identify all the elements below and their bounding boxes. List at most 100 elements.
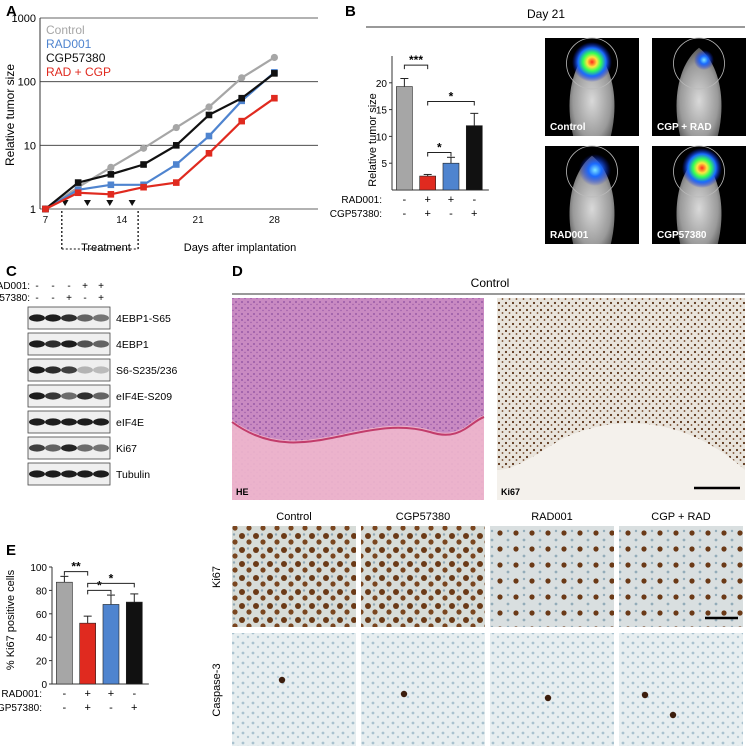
mouse-image: CGP + RAD	[652, 37, 746, 136]
panel-e-sig-mark: **	[71, 560, 81, 574]
blot-rad-sign: +	[98, 281, 104, 292]
mouse-image-label: CGP + RAD	[657, 122, 712, 133]
legend-entry: RAD + CGP	[46, 65, 111, 79]
panel-b-cgp-sign: -	[403, 208, 407, 220]
western-blot: RAD001:CGP57380:-----++-++4EBP1-S654EBP1…	[0, 281, 177, 486]
panel-b-row-label-rad: RAD001:	[341, 195, 382, 206]
panel-a-xtick-label: 7	[43, 215, 49, 226]
panel-e-cgp-sign: +	[131, 702, 137, 714]
blot-band	[61, 314, 77, 322]
panel-e-sig-bracket	[87, 582, 135, 588]
data-point	[205, 132, 213, 140]
blot-band-label: Tubulin	[116, 469, 150, 481]
panel-e-ytick-label: 40	[36, 633, 48, 644]
panel-b-rad-sign: +	[448, 194, 454, 206]
mouse-image-label: CGP57380	[657, 230, 707, 241]
legend-entry: CGP57380	[46, 51, 106, 65]
panel-e-cgp-sign: +	[84, 702, 90, 714]
caspase3-positive-cell	[544, 694, 552, 702]
blot-band	[29, 366, 45, 374]
blot-band	[61, 418, 77, 426]
blot-band-label: 4EBP1	[116, 339, 149, 351]
blot-band	[93, 444, 109, 452]
mouse-image-label: RAD001	[550, 230, 589, 241]
panel-a-ytick-label: 1000	[12, 13, 36, 25]
panel-a-ytick-label: 10	[24, 140, 36, 152]
panel-b-sig-bracket	[403, 64, 429, 70]
histology-row-label: Ki67	[211, 566, 223, 588]
panel-letter-e: E	[6, 542, 16, 559]
data-point	[42, 205, 49, 213]
data-point	[271, 94, 278, 102]
histology-column-label: CGP + RAD	[651, 511, 710, 523]
treatment-marker	[83, 200, 91, 206]
panel-a-xtick-label: 28	[269, 215, 281, 226]
panel-b-bar	[442, 162, 460, 191]
blot-band	[61, 392, 77, 400]
data-point	[238, 117, 245, 125]
panel-e-ytick-label: 0	[41, 680, 47, 691]
panel-e-cgp-sign: -	[109, 702, 113, 714]
panel-b-bar	[396, 86, 413, 191]
panel-b-sig-bracket	[427, 101, 475, 106]
blot-band	[93, 340, 109, 348]
blot-cgp-sign: -	[51, 293, 54, 304]
blot-band-label: eIF4E-S209	[116, 391, 172, 403]
data-point	[238, 94, 245, 102]
panel-b-sig-mark: ***	[409, 53, 423, 67]
data-point	[107, 171, 115, 178]
caspase3-positive-cell	[641, 691, 649, 699]
blot-band-label: eIF4E	[116, 417, 144, 429]
data-point	[107, 181, 115, 189]
luminescence-signal	[579, 154, 611, 186]
treatment-marker	[61, 200, 69, 206]
blot-band	[77, 418, 93, 426]
data-point	[140, 183, 147, 191]
blot-band	[45, 340, 61, 348]
panel-b-rad-sign: +	[424, 194, 430, 206]
histology-he-image: HE	[231, 298, 485, 500]
panel-a-xtick-label: 21	[193, 215, 205, 226]
histology-column-label: Control	[276, 511, 311, 523]
panel-a-ytick-label: 1	[30, 204, 36, 216]
blot-band	[45, 314, 61, 322]
treatment-marker	[106, 200, 114, 206]
mouse-image-label: Control	[550, 122, 586, 133]
series-line-2	[44, 72, 276, 210]
panel-e-ytick-label: 80	[36, 586, 48, 597]
imaging-ring	[566, 37, 618, 90]
panel-b-sig-mark: *	[449, 90, 454, 104]
panel-d-header: Control	[471, 276, 510, 290]
panel-a-ytick-label: 100	[18, 77, 36, 89]
data-point	[271, 70, 278, 77]
caspase3-stain-image	[619, 633, 743, 746]
panel-b-cgp-sign: +	[424, 208, 430, 220]
blot-rad-sign: -	[51, 281, 54, 292]
panel-e-sig-bracket	[63, 571, 89, 576]
series-line-1	[44, 71, 276, 210]
caspase3-stain-image	[490, 633, 614, 746]
mouse-image: CGP57380	[652, 145, 746, 244]
panel-a-xtick-label: 14	[116, 215, 128, 226]
panel-b-ytick-label: 20	[376, 79, 388, 90]
blot-band	[45, 392, 61, 400]
panel-letter-c: C	[6, 263, 17, 280]
blot-band	[29, 418, 45, 426]
blot-band	[29, 470, 45, 478]
caspase3-positive-cell	[278, 676, 286, 684]
panel-e-row-label-rad: RAD001:	[1, 689, 42, 700]
panel-e-bar-chart: % Ki67 positive cells 0 20 40 60 80 100 - - + + + -…	[0, 560, 149, 714]
data-point	[172, 123, 180, 132]
blot-band-label: 4EBP1-S65	[116, 313, 171, 325]
data-point	[139, 144, 148, 152]
blot-band	[77, 392, 93, 400]
panel-b-rad-sign: -	[403, 194, 407, 206]
data-point	[205, 103, 213, 111]
blot-rad-sign: -	[67, 281, 70, 292]
blot-band	[93, 366, 109, 374]
panel-a-line-chart: Relative tumor size 1 10 100 1000 7 14 21 28 Co…	[3, 13, 318, 254]
blot-band	[29, 314, 45, 322]
panel-b-rad-sign: -	[472, 194, 476, 206]
panel-e-bar	[102, 604, 120, 685]
